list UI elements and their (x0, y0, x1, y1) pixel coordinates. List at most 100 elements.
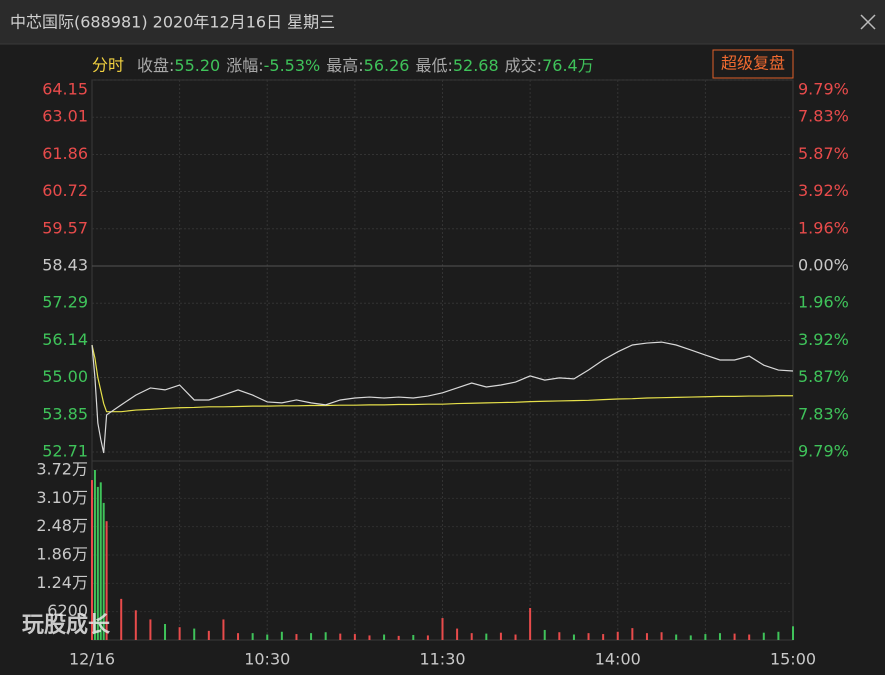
volume-bar (397, 635, 400, 640)
volume-bar (456, 628, 459, 640)
volume-bar (266, 634, 269, 640)
volume-tick-label: 1.24万 (36, 573, 88, 592)
volume-bar (99, 482, 102, 640)
volume-bar (149, 619, 152, 640)
header-title: 中芯国际(688981) 2020年12月16日 星期三 (10, 13, 335, 32)
volume-bar (485, 633, 488, 640)
volume-bar (222, 619, 225, 640)
volume-bar (660, 632, 663, 640)
volume-bar (499, 632, 502, 640)
volume-bar (178, 627, 181, 640)
y-tick-label: 53.85 (42, 404, 88, 423)
volume-bar (718, 633, 721, 640)
volume-bar (164, 624, 167, 640)
y-tick-label: 64.15 (42, 80, 88, 99)
volume-bar (251, 633, 254, 640)
volume-tick-label: 6200 (47, 601, 88, 620)
close-button[interactable] (860, 14, 876, 30)
volume-bar (762, 632, 765, 640)
close-stroke (860, 14, 876, 30)
info-value: -5.53% (264, 56, 321, 75)
price-line (91, 341, 794, 454)
volume-bar (514, 634, 517, 640)
volume-bar (280, 631, 283, 640)
info-label: 涨幅: (226, 56, 263, 75)
watermark: 玩股成长 (22, 613, 111, 638)
y2-tick-label: 5.87% (798, 367, 849, 386)
y-tick-label: 63.01 (42, 107, 88, 126)
x-tick-label: 14:00 (595, 650, 641, 669)
y-tick-label: 55.00 (42, 367, 88, 386)
volume-bar (134, 610, 137, 640)
volume-bar (602, 634, 605, 640)
volume-tick-label: 3.72万 (36, 460, 88, 479)
volume-bar (470, 633, 473, 640)
volume-bar (689, 635, 692, 640)
volume-bar (383, 634, 386, 640)
volume-bar (310, 633, 313, 640)
plot: 9.79% 64.15 7.83% 63.01 5.87% 61.86 3.92% 60.72… (36, 79, 849, 669)
info-label: 成交: (505, 56, 542, 75)
y-tick-label: 57.29 (42, 293, 88, 312)
replay-button-label[interactable]: 超级复盘 (721, 54, 785, 73)
volume-bar (748, 634, 751, 640)
volume-bar (237, 633, 240, 640)
price-line (91, 344, 793, 413)
volume-bar (441, 618, 444, 640)
y-tick-label: 60.72 (42, 181, 88, 200)
y2-tick-label: 7.83% (798, 404, 849, 423)
x-tick-label: 15:00 (770, 650, 816, 669)
replay-button[interactable] (712, 49, 794, 79)
volume-bar (645, 633, 648, 640)
volume-bar (96, 486, 99, 640)
x-tick-label: 10:30 (244, 650, 290, 669)
info-text: 收盘:55.20 涨幅:-5.53% 最高:56.26 最低:52.68 成交:76.4… (137, 56, 594, 75)
info-value: 56.26 (364, 56, 410, 75)
volume-bar (353, 634, 356, 640)
volume-bar (572, 634, 575, 640)
y2-tick-label: 0.00% (798, 256, 849, 275)
y2-tick-label: 3.92% (798, 330, 849, 349)
mode-label[interactable]: 分时 (92, 56, 124, 75)
y2-tick-label: 5.87% (798, 144, 849, 163)
y2-tick-label: 1.96% (798, 293, 849, 312)
y-tick-label: 52.71 (42, 442, 88, 461)
volume-bar (777, 631, 780, 640)
volume-bar (368, 635, 371, 640)
volume-bar (93, 470, 96, 640)
volume-bar (207, 630, 210, 640)
y-tick-label: 58.43 (42, 256, 88, 275)
volume-tick-label: 2.48万 (36, 516, 88, 535)
volume-bar (733, 633, 736, 640)
y2-tick-label: 7.83% (798, 107, 849, 126)
volume-bar (295, 634, 298, 640)
info-label: 最高: (326, 56, 363, 75)
volume-tick-label: 1.86万 (36, 545, 88, 564)
y-tick-label: 56.14 (42, 330, 88, 349)
volume-bar (616, 631, 619, 640)
volume-bar (120, 598, 123, 640)
volume-bar (675, 634, 678, 640)
info-value: 76.4万 (542, 56, 594, 75)
info-label: 收盘: (137, 56, 174, 75)
volume-bar (558, 632, 561, 640)
volume-bar (105, 521, 108, 640)
volume-bar (792, 626, 794, 640)
info-label: 最低: (415, 56, 452, 75)
volume-bar (543, 629, 546, 640)
info-value: 55.20 (174, 56, 220, 75)
y2-tick-label: 9.79% (798, 80, 849, 99)
volume-bar (587, 633, 590, 640)
volume-bar (412, 634, 415, 640)
volume-tick-label: 3.10万 (36, 488, 88, 507)
y-tick-label: 59.57 (42, 218, 88, 237)
volume-bar (91, 480, 93, 640)
volume-bar (529, 608, 532, 640)
y2-tick-label: 9.79% (798, 442, 849, 461)
volume-bar (193, 628, 196, 640)
y2-tick-label: 1.96% (798, 218, 849, 237)
info-value: 52.68 (453, 56, 499, 75)
info-bar: 收盘:55.20 涨幅:-5.53% 最高:56.26 最低:52.68 成交:76.4… (137, 56, 594, 75)
